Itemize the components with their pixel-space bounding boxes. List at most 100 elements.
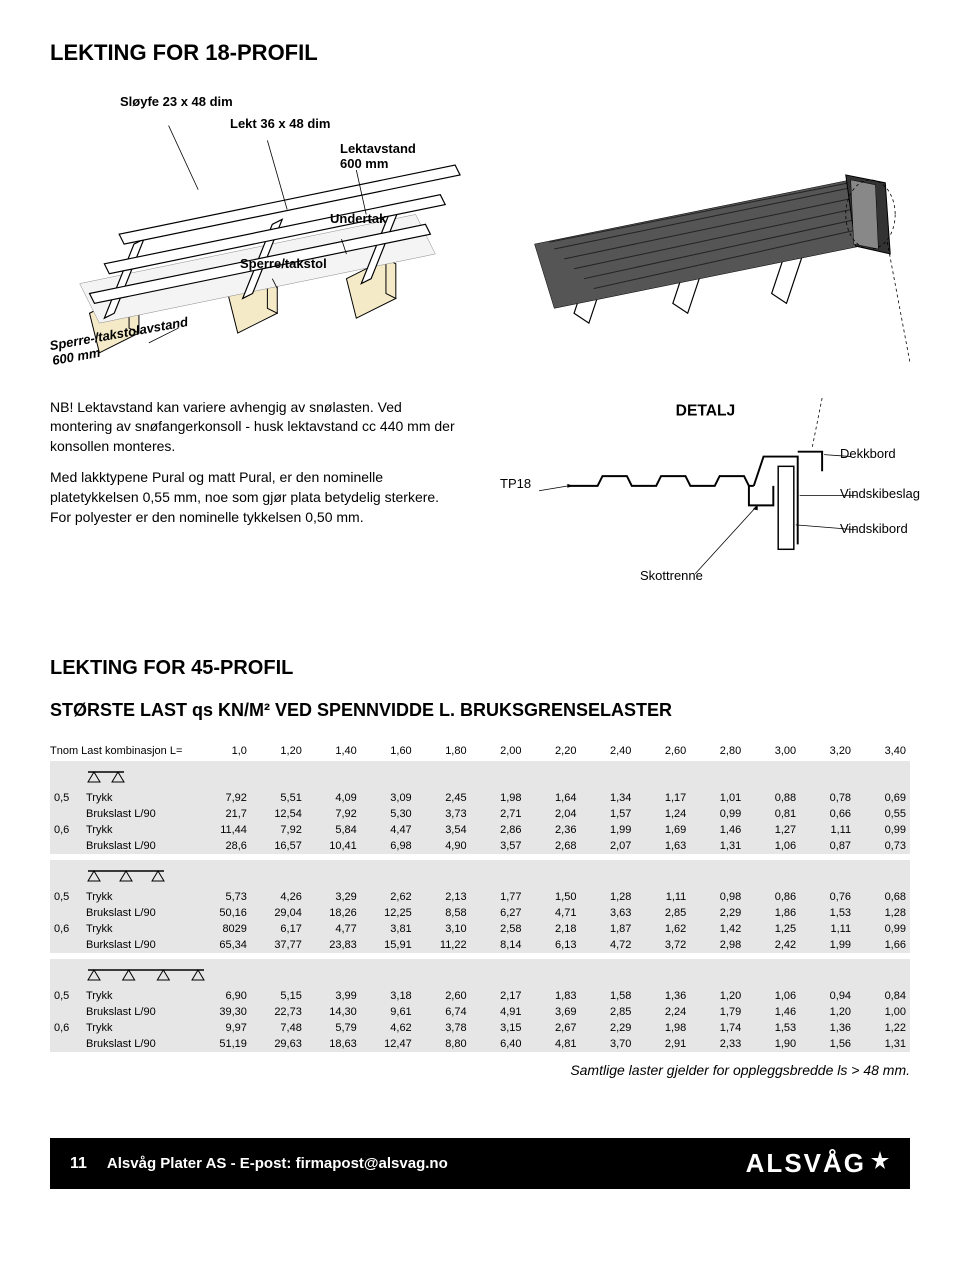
header-L-7: 2,40 <box>580 745 635 757</box>
cell-value: 4,91 <box>471 1006 526 1018</box>
cell-value: 15,91 <box>361 939 416 951</box>
cell-value: 3,10 <box>416 923 471 935</box>
cell-value: 1,63 <box>635 840 690 852</box>
nb-text: NB! Lektavstand kan variere avhengig av … <box>50 398 460 457</box>
table-row: 0,6Trykk80296,174,773,813,102,582,181,87… <box>50 921 910 937</box>
header-L-11: 3,20 <box>800 745 855 757</box>
cell-value: 7,92 <box>251 824 306 836</box>
cell-value: 4,77 <box>306 923 361 935</box>
header-L-6: 2,20 <box>526 745 581 757</box>
cell-value: 14,30 <box>306 1006 361 1018</box>
cell-value: 4,47 <box>361 824 416 836</box>
table-group-2: 0,5Trykk6,905,153,993,182,602,171,831,58… <box>50 959 910 1052</box>
cell-value: 0,98 <box>690 891 745 903</box>
cell-value: 1,62 <box>635 923 690 935</box>
cell-value: 2,62 <box>361 891 416 903</box>
cell-value: 8,14 <box>471 939 526 951</box>
header-L-8: 2,60 <box>635 745 690 757</box>
cell-value: 2,85 <box>635 907 690 919</box>
cell-value: 6,27 <box>471 907 526 919</box>
cell-value: 6,17 <box>251 923 306 935</box>
table-row: Brukslast L/9051,1929,6318,6312,478,806,… <box>50 1036 910 1052</box>
cell-value: 2,36 <box>526 824 581 836</box>
cell-value: 5,15 <box>251 990 306 1002</box>
detail-diagram: DETALJ TP1 <box>500 398 910 618</box>
cell-value: 1,24 <box>635 808 690 820</box>
cell-value: 1,20 <box>690 990 745 1002</box>
cell-value: 10,41 <box>306 840 361 852</box>
cell-value: 1,42 <box>690 923 745 935</box>
label-lekt: Lekt 36 x 48 dim <box>230 116 330 131</box>
cell-value: 0,69 <box>855 792 910 804</box>
cell-value: 1,83 <box>526 990 581 1002</box>
cell-value: 1,56 <box>800 1038 855 1050</box>
cell-value: 1,01 <box>690 792 745 804</box>
cell-value: 39,30 <box>196 1006 251 1018</box>
cell-value: 3,72 <box>635 939 690 951</box>
cell-value: 5,30 <box>361 808 416 820</box>
cell-tnom <box>50 939 86 951</box>
cell-value: 0,66 <box>800 808 855 820</box>
cell-label: Trykk <box>86 923 196 935</box>
cell-value: 1,06 <box>745 990 800 1002</box>
table-row: 0,5Trykk7,925,514,093,092,451,981,641,34… <box>50 790 910 806</box>
cell-value: 5,79 <box>306 1022 361 1034</box>
cell-value: 1,99 <box>800 939 855 951</box>
cell-value: 0,68 <box>855 891 910 903</box>
label-vindskibeslag: Vindskibeslag <box>840 486 920 501</box>
cell-value: 1,57 <box>580 808 635 820</box>
cell-value: 3,63 <box>580 907 635 919</box>
cell-value: 8,80 <box>416 1038 471 1050</box>
cell-value: 1,31 <box>855 1038 910 1050</box>
cell-label: Brukslast L/90 <box>86 907 196 919</box>
table-row: Brukslast L/9039,3022,7314,309,616,744,9… <box>50 1004 910 1020</box>
cell-value: 1,31 <box>690 840 745 852</box>
cell-value: 9,61 <box>361 1006 416 1018</box>
cell-value: 3,81 <box>361 923 416 935</box>
cell-label: Trykk <box>86 824 196 836</box>
cell-value: 1,46 <box>745 1006 800 1018</box>
cell-value: 3,99 <box>306 990 361 1002</box>
cell-value: 1,98 <box>635 1022 690 1034</box>
cell-value: 28,6 <box>196 840 251 852</box>
cell-value: 1,11 <box>635 891 690 903</box>
load-table: Tnom Last kombinasjon L= 1,01,201,401,60… <box>50 741 910 1078</box>
cell-value: 0,99 <box>855 824 910 836</box>
table-row: Burkslast L/9065,3437,7723,8315,9111,228… <box>50 937 910 953</box>
cell-value: 29,63 <box>251 1038 306 1050</box>
info-text: NB! Lektavstand kan variere avhengig av … <box>50 398 460 618</box>
cell-value: 2,29 <box>580 1022 635 1034</box>
cell-value: 2,29 <box>690 907 745 919</box>
cell-value: 2,58 <box>471 923 526 935</box>
cell-tnom <box>50 808 86 820</box>
table-row: Brukslast L/9028,616,5710,416,984,903,57… <box>50 838 910 854</box>
cell-value: 1,36 <box>635 990 690 1002</box>
cell-value: 0,84 <box>855 990 910 1002</box>
cell-tnom: 0,6 <box>50 1022 86 1034</box>
label-skottrenne: Skottrenne <box>640 568 703 583</box>
header-L-0: 1,0 <box>196 745 251 757</box>
page-title-2: LEKTING FOR 45-PROFIL <box>50 657 910 680</box>
cell-tnom: 0,5 <box>50 990 86 1002</box>
cell-value: 0,73 <box>855 840 910 852</box>
cell-value: 2,18 <box>526 923 581 935</box>
header-L-12: 3,40 <box>855 745 910 757</box>
diagram-left: Sløyfe 23 x 48 dim Lekt 36 x 48 dim Lekt… <box>50 86 465 368</box>
cell-value: 1,53 <box>800 907 855 919</box>
table-row: 0,6Trykk9,977,485,794,623,783,152,672,29… <box>50 1020 910 1036</box>
cell-value: 2,04 <box>526 808 581 820</box>
label-lektavstand: Lektavstand 600 mm <box>340 141 416 171</box>
table-header: Tnom Last kombinasjon L= 1,01,201,401,60… <box>50 741 910 761</box>
cell-value: 8029 <box>196 923 251 935</box>
cell-value: 0,76 <box>800 891 855 903</box>
cell-value: 2,68 <box>526 840 581 852</box>
cell-value: 6,74 <box>416 1006 471 1018</box>
cell-value: 2,07 <box>580 840 635 852</box>
cell-value: 11,44 <box>196 824 251 836</box>
cell-value: 4,09 <box>306 792 361 804</box>
cell-value: 1,36 <box>800 1022 855 1034</box>
cell-value: 1,74 <box>690 1022 745 1034</box>
cell-value: 0,99 <box>690 808 745 820</box>
cell-tnom: 0,5 <box>50 891 86 903</box>
cell-value: 2,60 <box>416 990 471 1002</box>
